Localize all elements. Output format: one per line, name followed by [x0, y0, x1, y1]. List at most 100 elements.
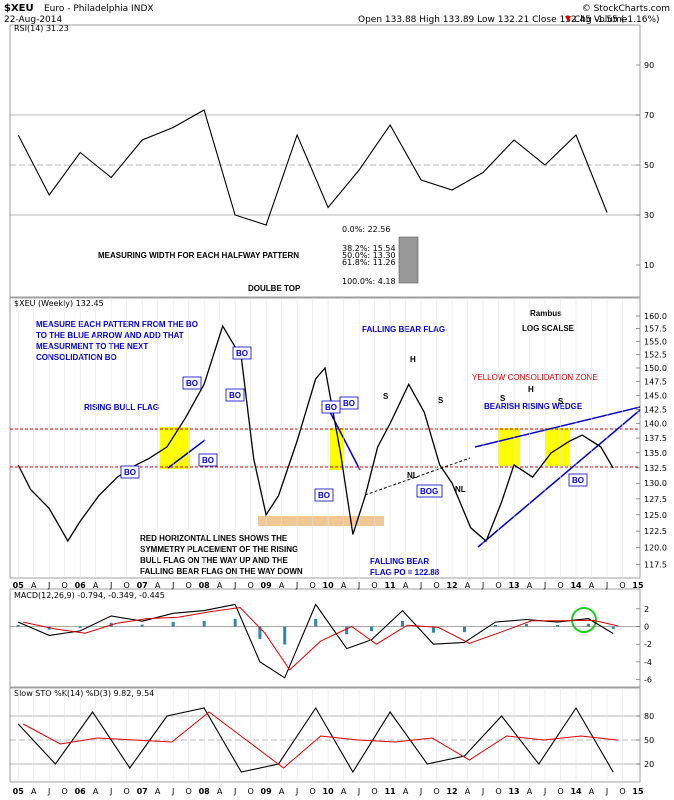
x-tick-label: 12	[446, 581, 457, 590]
rsi-legend: RSI(14) 31.23	[14, 24, 69, 33]
y-tick-label: 135.0	[644, 449, 667, 458]
x-tick-label: A	[341, 787, 347, 796]
pattern-label: NL	[455, 485, 466, 494]
x-tick-label: 07	[137, 787, 148, 796]
red-lines-note-4: FALLING BEAR FLAG ON THE WAY DOWN	[140, 567, 303, 576]
rising-bull-flag-label: RISING BULL FLAG	[84, 403, 159, 412]
x-tick-label: A	[341, 581, 347, 590]
x-tick-label: A	[589, 581, 595, 590]
fib-label: 61.8%: 11.26	[342, 258, 396, 267]
x-tick-label: J	[357, 787, 360, 796]
x-tick-label: A	[279, 581, 285, 590]
x-tick-label: O	[495, 581, 501, 590]
macd-histogram-bar	[369, 626, 373, 632]
pattern-label: BO	[124, 468, 136, 477]
macd-histogram-bar	[400, 620, 404, 627]
y-tick-label: 132.5	[644, 464, 667, 473]
x-tick-label: A	[217, 581, 223, 590]
tick-layer: 90 70 50 30 10 160.0 157.5 155.0 152.5 150.0 147.5…	[13, 61, 667, 796]
x-tick-label: A	[527, 787, 533, 796]
y-tick-label: 152.5	[644, 351, 667, 360]
source-label: © StockCharts.com	[582, 4, 670, 14]
x-tick-label: J	[357, 581, 360, 590]
x-tick-label: 08	[199, 581, 211, 590]
bo-box	[416, 484, 443, 498]
index-name-label: Euro - Philadelphia INDX	[44, 4, 154, 14]
fib-label: 0.0%: 22.56	[342, 225, 390, 234]
pattern-label: BO	[229, 391, 241, 400]
pattern-label: NL	[407, 471, 418, 480]
macd-histogram-bar	[78, 626, 82, 629]
pattern-label: S	[500, 394, 506, 403]
x-tick-label: 06	[75, 581, 87, 590]
x-tick-label: 15	[632, 581, 644, 590]
x-tick-label: 13	[508, 787, 519, 796]
x-tick-label: 12	[446, 787, 457, 796]
fib-label: 100.0%: 4.18	[342, 277, 396, 286]
series-layer	[16, 109, 619, 774]
y-tick-label: 20	[644, 760, 654, 769]
x-tick-label: O	[124, 581, 130, 590]
x-tick-label: 15	[632, 787, 644, 796]
fib-labels: 0.0%: 22.56 38.2%: 15.54 50.0%: 13.30 61…	[342, 225, 396, 286]
wedge-lower-trendline	[477, 409, 641, 548]
pattern-label: S	[558, 397, 564, 406]
macd-histogram-bar	[283, 626, 287, 645]
bo-box	[314, 488, 334, 502]
neckline	[364, 457, 471, 496]
stochastic-panel-frame	[9, 687, 641, 783]
bo-box	[198, 453, 218, 467]
macd-histogram-bar	[314, 618, 318, 627]
measuring-width-label: MEASURING WIDTH FOR EACH HALFWAY PATTERN	[98, 251, 299, 260]
x-tick-label: A	[31, 581, 37, 590]
macd-histogram-bar	[233, 618, 237, 627]
x-tick-label: A	[279, 787, 285, 796]
y-tick-label: 10	[644, 261, 654, 270]
y-tick-label: 30	[644, 211, 654, 220]
pattern-label: S	[383, 392, 389, 401]
symbol-label: $XEU	[4, 3, 34, 14]
x-tick-label: 05	[13, 581, 25, 590]
y-tick-label: 50	[644, 736, 654, 745]
x-tick-label: J	[109, 581, 112, 590]
falling-bear-flag-label: FALLING BEAR FLAG	[362, 325, 445, 334]
y-tick-label: 2	[644, 605, 649, 614]
pattern-label: H	[528, 385, 534, 394]
x-tick-label: A	[465, 581, 471, 590]
macd-histogram-bar	[345, 626, 349, 635]
x-tick-label: O	[371, 787, 377, 796]
x-tick-label: A	[403, 581, 409, 590]
x-tick-label: 14	[570, 581, 582, 590]
x-tick-label: J	[171, 787, 174, 796]
x-tick-label: J	[543, 581, 546, 590]
bearish-wedge-label: BEARISH RISING WEDGE	[484, 402, 583, 411]
x-tick-label: A	[217, 787, 223, 796]
y-tick-label: 120.0	[644, 544, 667, 553]
x-tick-label: O	[557, 581, 563, 590]
y-tick-label: 137.5	[644, 434, 667, 443]
x-tick-label: J	[419, 787, 422, 796]
x-tick-label: 06	[75, 787, 87, 796]
bo-box	[225, 388, 245, 402]
y-tick-label: 125.0	[644, 511, 667, 520]
bull-flag-lower-line	[167, 439, 206, 469]
red-lines-note-1: RED HORIZONTAL LINES SHOWS THE	[140, 534, 288, 543]
ohlc-label: Open 133.88 High 133.89 Low 132.21 Close…	[358, 15, 628, 25]
x-tick-label: J	[109, 787, 112, 796]
measure-note-line-1: MEASURE EACH PATTERN FROM THE BO	[36, 320, 198, 329]
x-tick-label: 05	[13, 787, 25, 796]
pattern-labels-layer: BO BO BO BO BO BO BO BO BOG BO S H S S H S NL NL	[120, 346, 588, 502]
pattern-label: BO	[325, 403, 337, 412]
x-tick-label: O	[309, 787, 315, 796]
rsi-panel-frame	[9, 24, 641, 298]
x-tick-label: J	[233, 581, 236, 590]
x-tick-label: 07	[137, 581, 148, 590]
x-tick-label: 14	[570, 787, 582, 796]
y-tick-label: 117.5	[644, 561, 667, 570]
x-tick-label: J	[47, 787, 50, 796]
falling-bear-po-label-2: FLAG PO = 122.88	[370, 568, 440, 577]
x-tick-label: J	[295, 787, 298, 796]
x-tick-label: J	[543, 787, 546, 796]
macd-histogram-bar	[493, 624, 497, 627]
